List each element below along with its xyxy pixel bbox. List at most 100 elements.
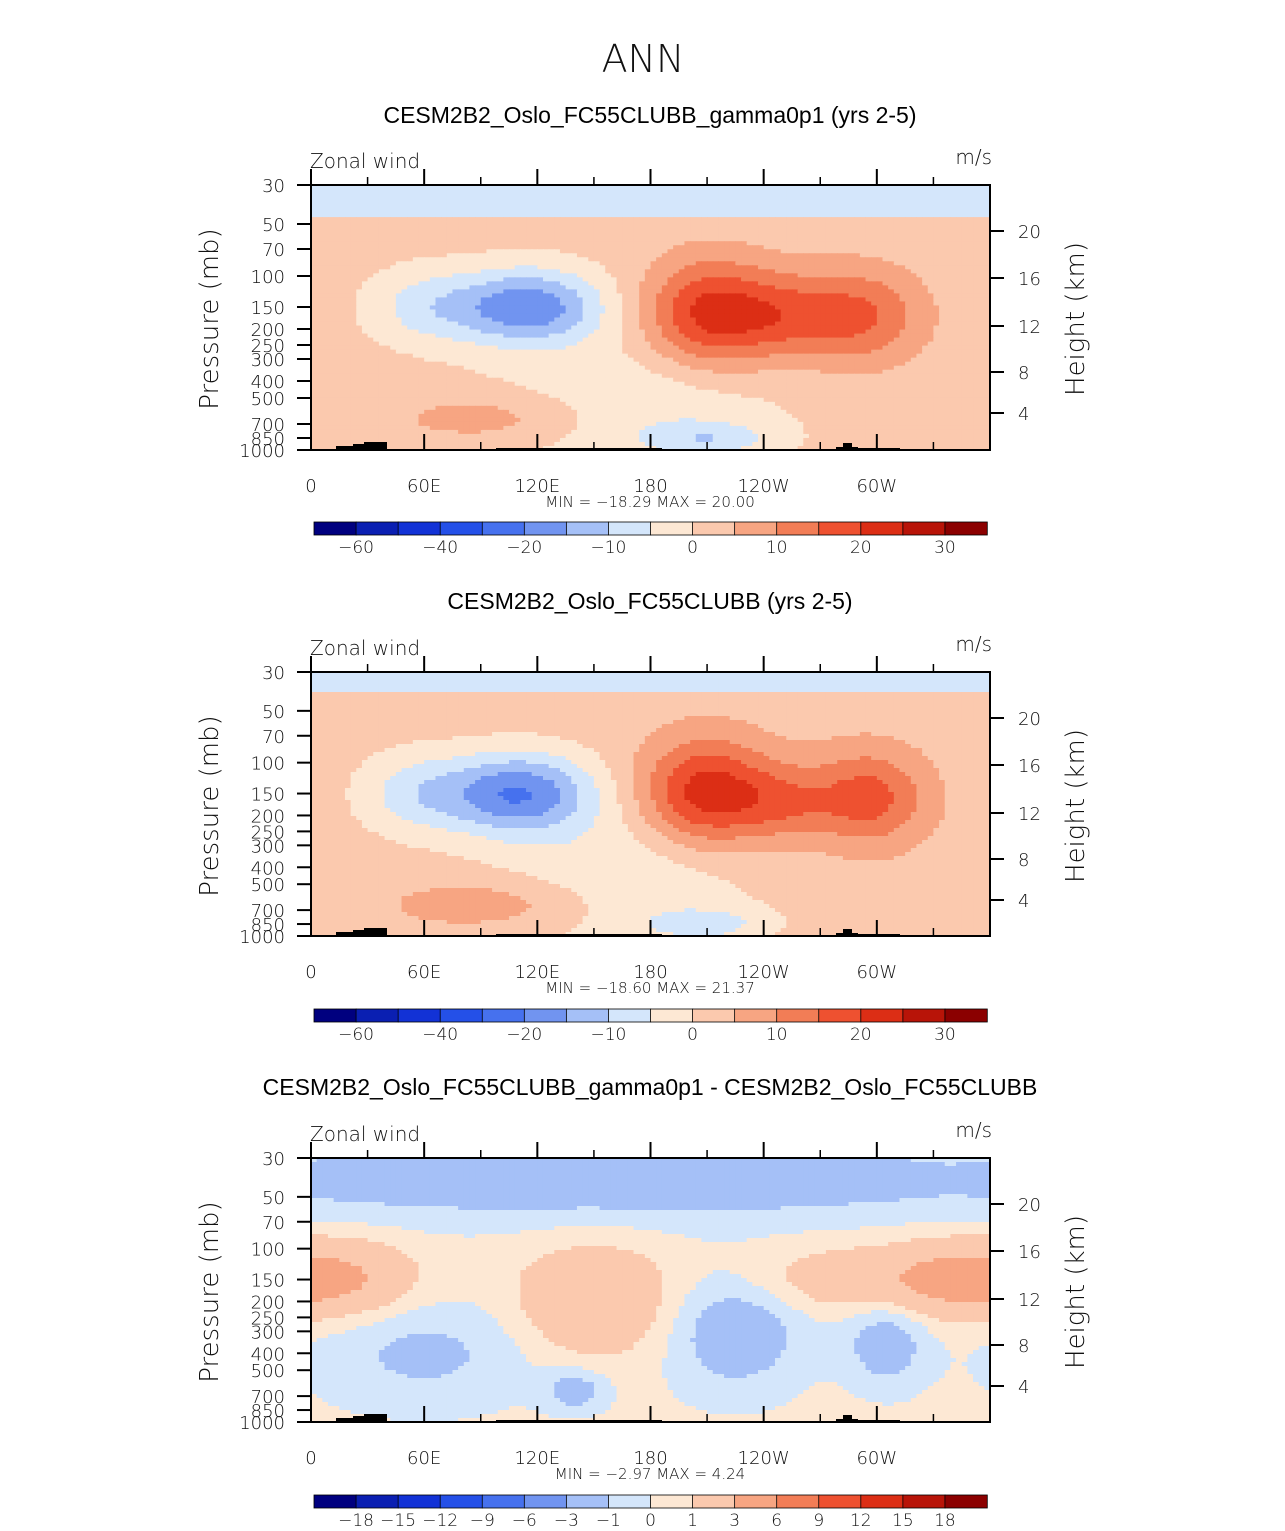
contour-cell [712,269,719,274]
contour-cell [905,257,912,262]
contour-cell [582,217,589,222]
contour-cell [650,325,657,331]
contour-cell [746,213,753,218]
contour-cell [458,293,465,299]
contour-cell [859,277,867,282]
contour-cell [378,201,386,206]
contour-cell [412,325,420,331]
contour-cell [650,229,657,234]
contour-cell [390,245,397,250]
contour-cell [752,273,759,278]
contour-cell [333,309,340,315]
contour-cell [480,205,488,210]
contour-cell [848,337,855,343]
contour-cell [656,201,663,206]
contour-cell [571,293,578,299]
contour-cell [746,289,753,295]
contour-cell [978,337,985,343]
contour-cell [831,337,838,343]
contour-cell [808,281,816,286]
contour-cell [876,185,884,190]
contour-cell [373,233,380,238]
contour-cell [780,237,787,242]
contour-cell [735,245,742,250]
contour-cell [797,245,804,250]
contour-cell [520,309,527,315]
contour-cell [876,341,884,347]
contour-cell [673,217,680,222]
contour-cell [933,193,940,198]
contour-cell [588,289,595,295]
contour-cell [514,245,521,250]
contour-cell [893,257,901,262]
contour-cell [916,241,923,246]
contour-cell [463,209,471,214]
contour-cell [690,305,697,311]
contour-cell [475,261,482,266]
contour-cell [492,293,499,299]
contour-cell [559,301,567,307]
contour-cell [588,261,595,266]
contour-cell [814,289,821,295]
contour-cell [961,285,968,290]
contour-cell [701,269,708,274]
contour-cell [893,341,901,347]
contour-cell [565,281,572,286]
contour-cell [752,337,759,343]
contour-cell [678,189,686,194]
contour-cell [967,317,974,323]
contour-cell [746,305,753,311]
contour-cell [633,225,640,230]
contour-cell [690,249,697,254]
contour-cell [582,261,589,266]
contour-cell [939,193,946,198]
contour-cell [684,229,691,234]
contour-cell [910,309,918,315]
contour-cell [910,325,918,331]
contour-cell [435,297,442,303]
contour-cell [922,253,929,258]
contour-cell [350,209,357,214]
contour-cell [401,217,408,222]
contour-cell [701,217,708,222]
contour-cell [361,317,369,323]
contour-cell [520,265,527,270]
contour-cell [888,313,895,319]
contour-cell [378,241,386,246]
contour-cell [576,237,584,242]
contour-cell [780,189,787,194]
contour-cell [944,249,951,254]
contour-cell [599,217,606,222]
contour-cell [961,269,968,274]
contour-cell [497,265,504,270]
contour-cell [752,233,759,238]
contour-cell [469,265,476,270]
contour-cell [848,249,855,254]
contour-cell [514,261,521,266]
contour-cell [350,337,357,343]
contour-cell [644,277,652,282]
contour-cell [514,329,521,335]
contour-cell [876,289,884,295]
contour-cell [407,301,414,307]
contour-cell [820,201,827,206]
contour-cell [871,229,878,234]
contour-cell [735,237,742,242]
contour-cell [695,345,703,351]
contour-cell [599,313,606,319]
contour-cell [424,301,431,307]
contour-cell [910,269,918,274]
contour-cell [656,241,663,246]
contour-cell [825,297,833,303]
contour-cell [559,325,567,331]
contour-cell [967,261,974,266]
contour-cell [435,229,442,234]
contour-cell [412,197,420,202]
contour-cell [973,185,980,190]
contour-cell [469,317,476,323]
contour-cell [576,325,584,331]
contour-cell [690,253,697,258]
contour-cell [650,265,657,270]
contour-cell [531,225,538,230]
contour-cell [774,297,782,303]
